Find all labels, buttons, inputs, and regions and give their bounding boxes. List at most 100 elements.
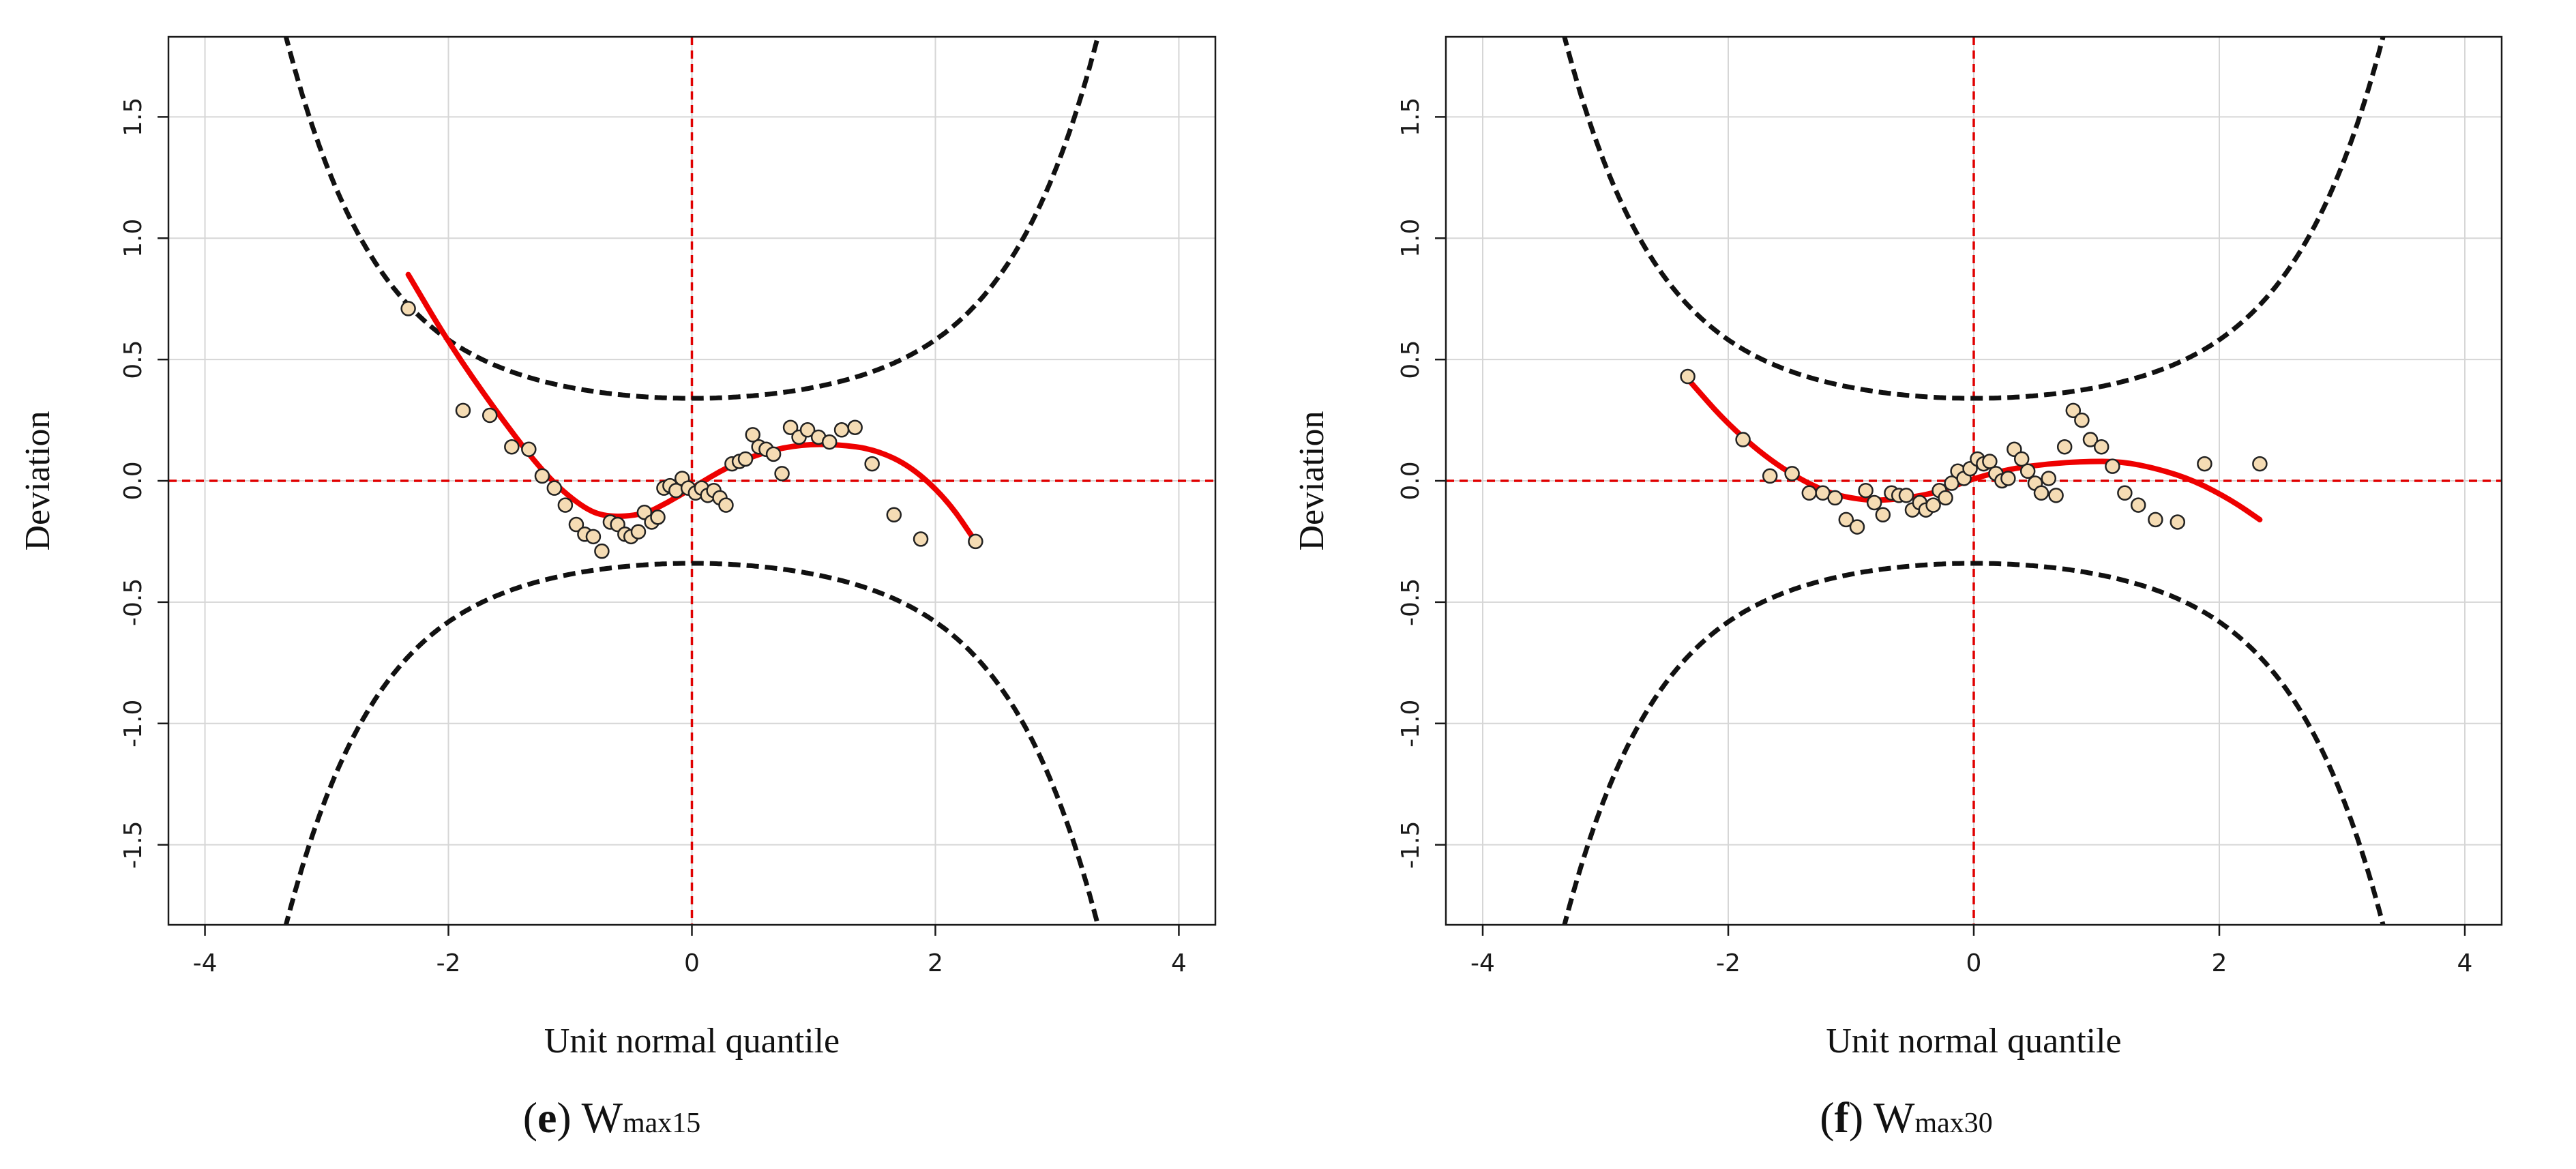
plot-area <box>1446 37 2502 925</box>
data-point <box>1849 519 1865 535</box>
data-point <box>847 419 863 435</box>
y-tick-label: -1.5 <box>119 820 147 868</box>
data-point <box>568 516 584 533</box>
data-point <box>2093 439 2109 455</box>
x-tick-label: -4 <box>1470 949 1495 977</box>
y-tick-label: 1.0 <box>1397 219 1425 258</box>
y-axis-label: Deviation <box>18 411 57 550</box>
y-tick-label: 0.0 <box>1397 461 1425 500</box>
caption-sub: max15 <box>623 1108 700 1139</box>
data-point <box>2000 471 2016 486</box>
y-tick-label: -1.0 <box>1397 700 1425 748</box>
caption-main: W <box>1874 1093 1915 1142</box>
data-point <box>1982 454 1998 469</box>
y-tick-label: 1.5 <box>119 98 147 136</box>
data-point <box>821 434 838 450</box>
data-point <box>2117 485 2133 501</box>
caption-main: W <box>582 1093 623 1142</box>
y-tick-label: -1.0 <box>119 700 147 748</box>
data-point <box>546 480 563 496</box>
data-point <box>534 468 550 484</box>
data-point <box>1784 466 1800 482</box>
x-tick-label: -4 <box>193 949 218 977</box>
data-point <box>2082 432 2099 447</box>
caption-sub: max30 <box>1914 1108 1992 1139</box>
chart-panel-f: -4 -2 0 2 4 -1.5 -1.0 -0.5 0.0 0.5 1.0 1.5 Unit norm… <box>1292 35 2503 1142</box>
data-point <box>913 531 929 547</box>
confidence-band-upper <box>283 37 1101 401</box>
data-point <box>2170 514 2186 530</box>
confidence-band-lower <box>1562 561 2386 925</box>
x-tick-label: -2 <box>1716 949 1741 977</box>
y-axis-label: Deviation <box>1292 411 1331 550</box>
data-point <box>504 439 520 455</box>
data-point <box>2013 451 2030 467</box>
data-point <box>594 543 610 559</box>
data-point <box>2197 456 2212 472</box>
data-point <box>2019 463 2036 479</box>
data-point <box>864 456 880 472</box>
data-point <box>1801 485 1818 501</box>
panel-label: f <box>1835 1093 1850 1142</box>
confidence-band-upper <box>1562 37 2386 401</box>
y-tick-label: 0.0 <box>119 461 147 500</box>
data-point <box>1680 368 1696 385</box>
plot-area <box>168 37 1215 925</box>
data-point <box>2048 488 2064 503</box>
data-point <box>557 497 574 513</box>
data-point <box>968 533 983 550</box>
y-tick-label: 0.5 <box>119 340 147 379</box>
x-tick-label: -2 <box>436 949 461 977</box>
data-point <box>774 466 790 482</box>
x-tick-label: 2 <box>928 949 943 977</box>
y-tick-label: 1.0 <box>119 219 147 258</box>
data-point <box>585 529 602 545</box>
data-point <box>2056 439 2073 455</box>
data-point <box>886 507 902 523</box>
data-point <box>745 427 760 443</box>
y-tick-label: -1.5 <box>1397 820 1425 868</box>
data-point <box>2105 458 2120 474</box>
x-tick-label: 4 <box>2457 949 2473 977</box>
data-point <box>1898 488 1914 503</box>
data-point <box>782 419 799 435</box>
data-point <box>1735 432 1751 447</box>
y-tick-label: 1.5 <box>1397 98 1425 136</box>
data-point <box>1858 482 1874 499</box>
confidence-band-lower <box>283 561 1101 925</box>
data-point <box>1827 490 1843 506</box>
y-tick-label: -0.5 <box>119 578 147 626</box>
x-axis-label: Unit normal quantile <box>544 1022 840 1061</box>
data-point <box>737 451 754 467</box>
x-tick-label: 4 <box>1171 949 1187 977</box>
y-tick-label: -0.5 <box>1397 578 1425 626</box>
data-point <box>1838 512 1854 528</box>
panel-label: e <box>537 1093 557 1142</box>
data-point <box>2033 485 2049 501</box>
data-point <box>718 497 734 513</box>
data-point <box>521 441 537 458</box>
data-point <box>2252 456 2268 472</box>
data-point <box>650 509 666 525</box>
data-point <box>1762 468 1778 484</box>
x-axis-label: Unit normal quantile <box>1826 1022 2121 1061</box>
data-point <box>2041 471 2057 486</box>
x-tick-label: 0 <box>1966 949 1982 977</box>
data-point <box>2074 412 2090 428</box>
data-point <box>1938 490 1953 506</box>
data-point <box>455 402 471 419</box>
panel-caption: (e) Wmax15 <box>523 1093 701 1142</box>
chart-panel-e: -4 -2 0 2 4 -1.5 -1.0 -0.5 0.0 0.5 1.0 1.5 Unit norm… <box>18 35 1217 1142</box>
data-point <box>1875 507 1891 523</box>
data-point <box>765 446 782 462</box>
data-point <box>400 301 416 316</box>
data-point <box>482 407 498 424</box>
x-tick-label: 0 <box>684 949 700 977</box>
x-tick-label: 2 <box>2212 949 2227 977</box>
panel-caption: (f) Wmax30 <box>1820 1093 1993 1142</box>
data-point <box>833 422 850 438</box>
data-point <box>799 422 816 438</box>
y-tick-label: 0.5 <box>1397 340 1425 379</box>
data-point <box>630 524 647 539</box>
